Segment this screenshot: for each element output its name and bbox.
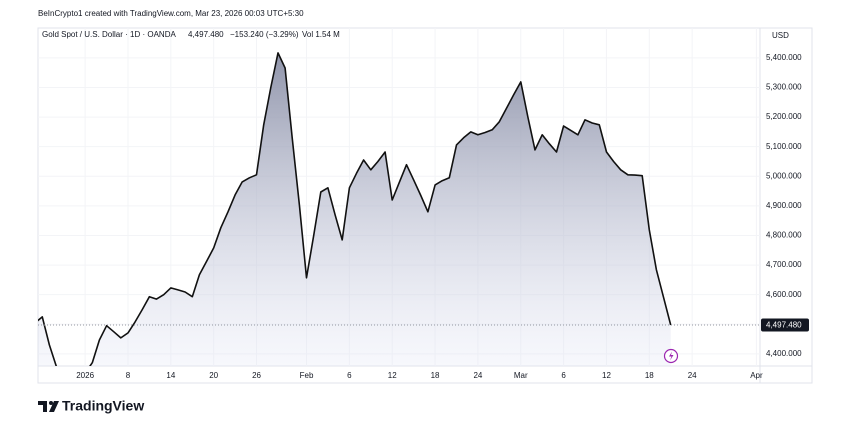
- last-price-label: 4,497.480: [766, 321, 802, 330]
- x-tick-label: 12: [388, 371, 397, 380]
- last-price-tag: [761, 318, 809, 332]
- attribution: BeInCrypto1 created with TradingView.com…: [38, 9, 304, 18]
- y-tick-label: 4,400.000: [766, 349, 802, 358]
- y-tick-label: 5,200.000: [766, 112, 802, 121]
- x-tick-label: 26: [252, 371, 261, 380]
- x-tick-label: 6: [347, 371, 352, 380]
- y-tick-label: 5,000.000: [766, 171, 802, 180]
- y-tick-label: 4,700.000: [766, 260, 802, 269]
- logo: [38, 401, 59, 412]
- symbol: Gold Spot / U.S. Dollar · 1D · OANDA: [42, 30, 176, 39]
- x-tick-label: 20: [209, 371, 218, 380]
- y-tick-label: 5,300.000: [766, 83, 802, 92]
- x-tick-label: 2026: [76, 371, 94, 380]
- x-tick-label: 18: [431, 371, 440, 380]
- lightning-icon: [663, 348, 679, 364]
- y-tick-label: 4,900.000: [766, 201, 802, 210]
- y-tick-label: 5,400.000: [766, 53, 802, 62]
- x-tick-label: 12: [602, 371, 611, 380]
- area-fill: [38, 52, 671, 366]
- x-tick-label: 18: [645, 371, 654, 380]
- x-tick-label: 6: [561, 371, 566, 380]
- y-tick-label: 5,100.000: [766, 142, 802, 151]
- last-price: 4,497.480: [188, 30, 224, 39]
- currency: USD: [772, 31, 789, 40]
- volume: Vol 1.54 M: [302, 30, 340, 39]
- x-tick-label: Apr: [750, 371, 763, 380]
- change: −153.240 (−3.29%): [230, 30, 299, 39]
- y-tick-label: 4,600.000: [766, 290, 802, 299]
- x-tick-label: Feb: [300, 371, 314, 380]
- x-tick-label: 8: [126, 371, 131, 380]
- brand: TradingView: [62, 398, 144, 414]
- price-line: [38, 52, 672, 366]
- y-tick-label: 4,800.000: [766, 231, 802, 240]
- plot: [38, 28, 760, 366]
- x-tick-label: 24: [473, 371, 482, 380]
- x-tick-label: 24: [688, 371, 697, 380]
- x-tick-label: 14: [166, 371, 175, 380]
- x-tick-label: Mar: [514, 371, 528, 380]
